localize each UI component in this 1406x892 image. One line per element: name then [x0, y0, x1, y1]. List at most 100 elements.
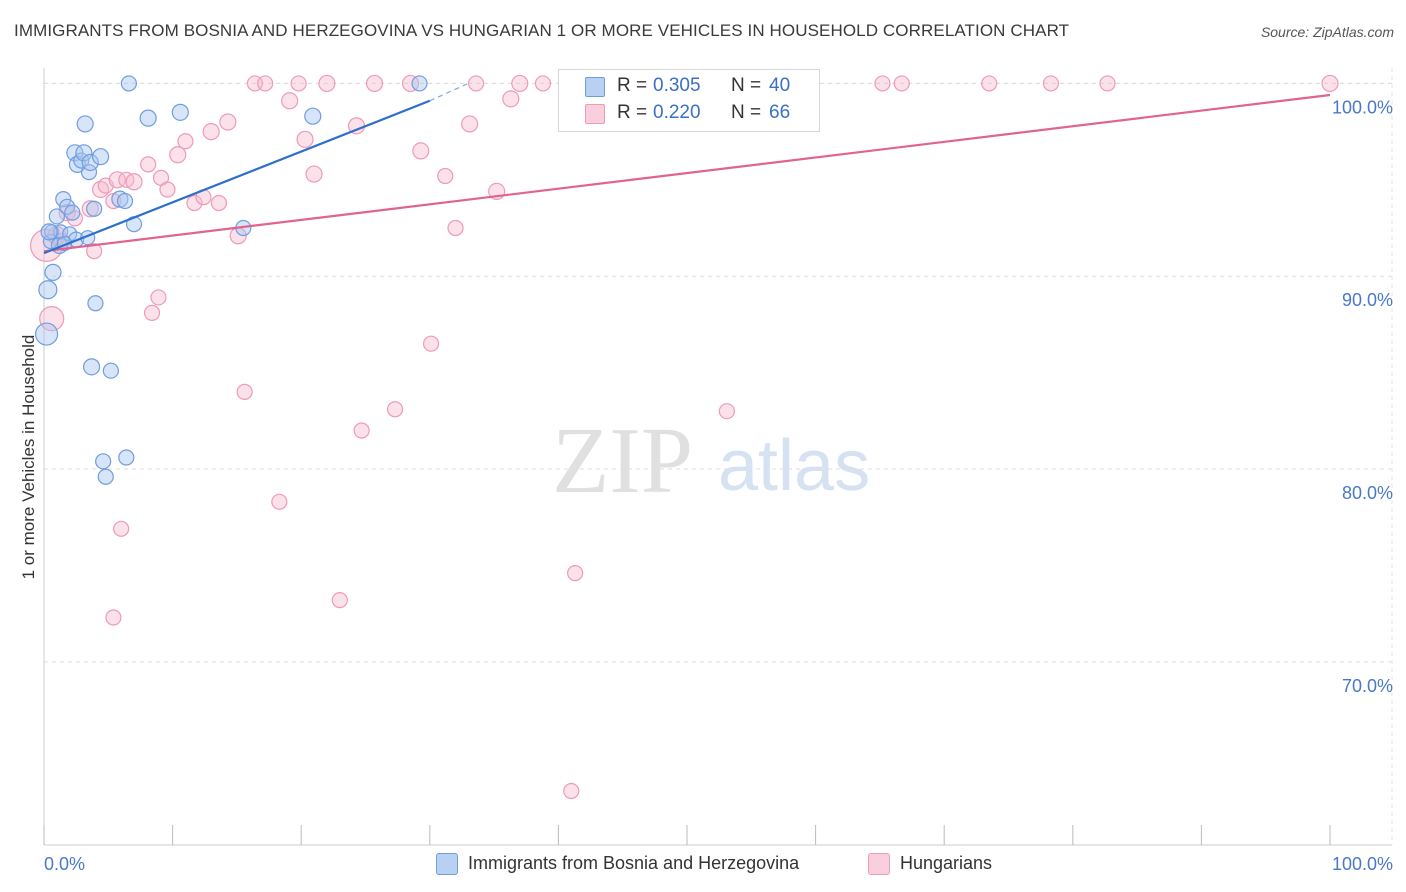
- hungarians-point: [318, 74, 336, 93]
- hungarians-point: [534, 75, 552, 92]
- y-tick-label: 90.0%: [1342, 290, 1393, 310]
- hungarians-trend-line: [43, 93, 1331, 253]
- bosnia-point: [44, 263, 62, 281]
- grid-lines: [44, 68, 1393, 845]
- bosnia-trend-line: [43, 99, 431, 255]
- bosnia-point: [38, 280, 58, 300]
- bosnia-point: [53, 224, 69, 240]
- legend-n-label: N =: [731, 102, 762, 123]
- watermark-atlas: atlas: [718, 426, 870, 506]
- bosnia-point: [139, 109, 157, 127]
- hungarians-point: [401, 74, 420, 93]
- bosnia-point: [55, 191, 72, 208]
- hungarians-point: [1042, 75, 1060, 92]
- hungarians-point: [140, 156, 157, 173]
- bottom-legend-swatch-blue: [436, 853, 458, 875]
- bottom-legend-label-hungarians: Hungarians: [900, 853, 993, 873]
- hungarians-point: [422, 335, 440, 352]
- x-tick-label-start: 0.0%: [44, 854, 85, 874]
- y-axis-label: 1 or more Vehicles in Household: [19, 335, 38, 580]
- legend-r-value: 0.305: [653, 75, 701, 96]
- chart-title: IMMIGRANTS FROM BOSNIA AND HERZEGOVINA V…: [14, 21, 1070, 40]
- hungarians-point: [511, 74, 529, 93]
- hungarians-point: [563, 782, 580, 800]
- hungarians-point: [271, 493, 288, 510]
- bosnia-point: [34, 322, 59, 346]
- hungarians-point: [296, 130, 314, 148]
- bosnia-point: [76, 115, 94, 133]
- bosnia-point: [75, 144, 93, 162]
- y-tick-label: 80.0%: [1342, 483, 1393, 503]
- bosnia-point: [82, 358, 101, 376]
- watermark: ZIP atlas: [552, 409, 870, 513]
- hungarians-point: [105, 609, 122, 626]
- hungarians-point: [874, 75, 891, 92]
- bosnia-point: [91, 148, 110, 166]
- hungarians-point: [331, 592, 348, 609]
- bosnia-point: [102, 362, 119, 379]
- legend-swatch-pink: [585, 104, 605, 124]
- hungarians-point: [386, 401, 404, 418]
- bosnia-point: [95, 453, 112, 470]
- hungarians-point: [447, 219, 464, 237]
- hungarians-point: [39, 306, 65, 332]
- hungarians-point: [169, 146, 187, 164]
- bosnia-point: [171, 103, 189, 121]
- hungarians-point: [718, 403, 735, 420]
- trend-lines: [43, 82, 1331, 255]
- hungarians-point: [113, 520, 130, 537]
- axes: [43, 68, 1392, 846]
- bosnia-point: [97, 468, 114, 485]
- bosnia-trend-extension: [429, 82, 469, 102]
- hungarians-point: [210, 194, 227, 212]
- hungarians-point: [461, 115, 479, 133]
- hungarians-point: [150, 289, 167, 306]
- legend-r-label: R =: [617, 102, 648, 123]
- bosnia-point: [62, 226, 78, 242]
- legend-n-value: 40: [769, 75, 791, 96]
- watermark-zip: ZIP: [552, 409, 693, 513]
- hungarians-point: [353, 422, 370, 439]
- hungarians-point: [281, 92, 299, 110]
- hungarians-point: [202, 123, 220, 141]
- bosnia-point: [48, 208, 65, 225]
- hungarians-point: [893, 75, 910, 92]
- hungarians-point: [257, 75, 274, 92]
- hungarians-point: [1099, 75, 1116, 92]
- hungarians-point: [412, 142, 430, 160]
- hungarians-point: [86, 243, 103, 260]
- hungarians-point: [365, 74, 384, 93]
- bottom-legend-swatch-pink: [868, 853, 890, 875]
- stats-legend: R = 0.305 N = 40 R = 0.220 N = 66: [558, 69, 820, 132]
- source-credit: Source: ZipAtlas.com: [1260, 24, 1394, 40]
- x-tick-label-end: 100.0%: [1332, 854, 1393, 874]
- hungarians-point: [177, 133, 194, 150]
- bosnia-point: [116, 192, 134, 210]
- hungarians-point: [108, 171, 126, 189]
- bosnia-point: [120, 75, 137, 92]
- hungarians-point: [125, 173, 143, 191]
- series-bosnia-points: [34, 75, 428, 485]
- hungarians-point: [236, 383, 253, 401]
- hungarians-point: [437, 167, 454, 185]
- hungarians-point: [467, 75, 485, 92]
- y-tick-label: 100.0%: [1332, 97, 1393, 117]
- hungarians-point: [290, 75, 307, 92]
- hungarians-point: [1321, 74, 1339, 93]
- legend-r-value: 0.220: [653, 102, 701, 123]
- bottom-legend-label-bosnia: Immigrants from Bosnia and Herzegovina: [468, 853, 800, 873]
- hungarians-point: [143, 304, 161, 321]
- bosnia-point: [64, 204, 81, 221]
- bosnia-point: [118, 449, 135, 466]
- bosnia-point: [411, 75, 428, 92]
- hungarians-point: [502, 90, 520, 108]
- bosnia-point: [304, 107, 322, 125]
- bosnia-point: [87, 295, 104, 312]
- hungarians-point: [981, 75, 998, 92]
- bosnia-point: [86, 200, 103, 217]
- hungarians-point: [305, 165, 323, 183]
- tick-labels: 70.0% 80.0% 90.0% 100.0% 0.0% 100.0%: [44, 97, 1393, 874]
- hungarians-point: [219, 113, 237, 131]
- legend-r-label: R =: [617, 75, 648, 96]
